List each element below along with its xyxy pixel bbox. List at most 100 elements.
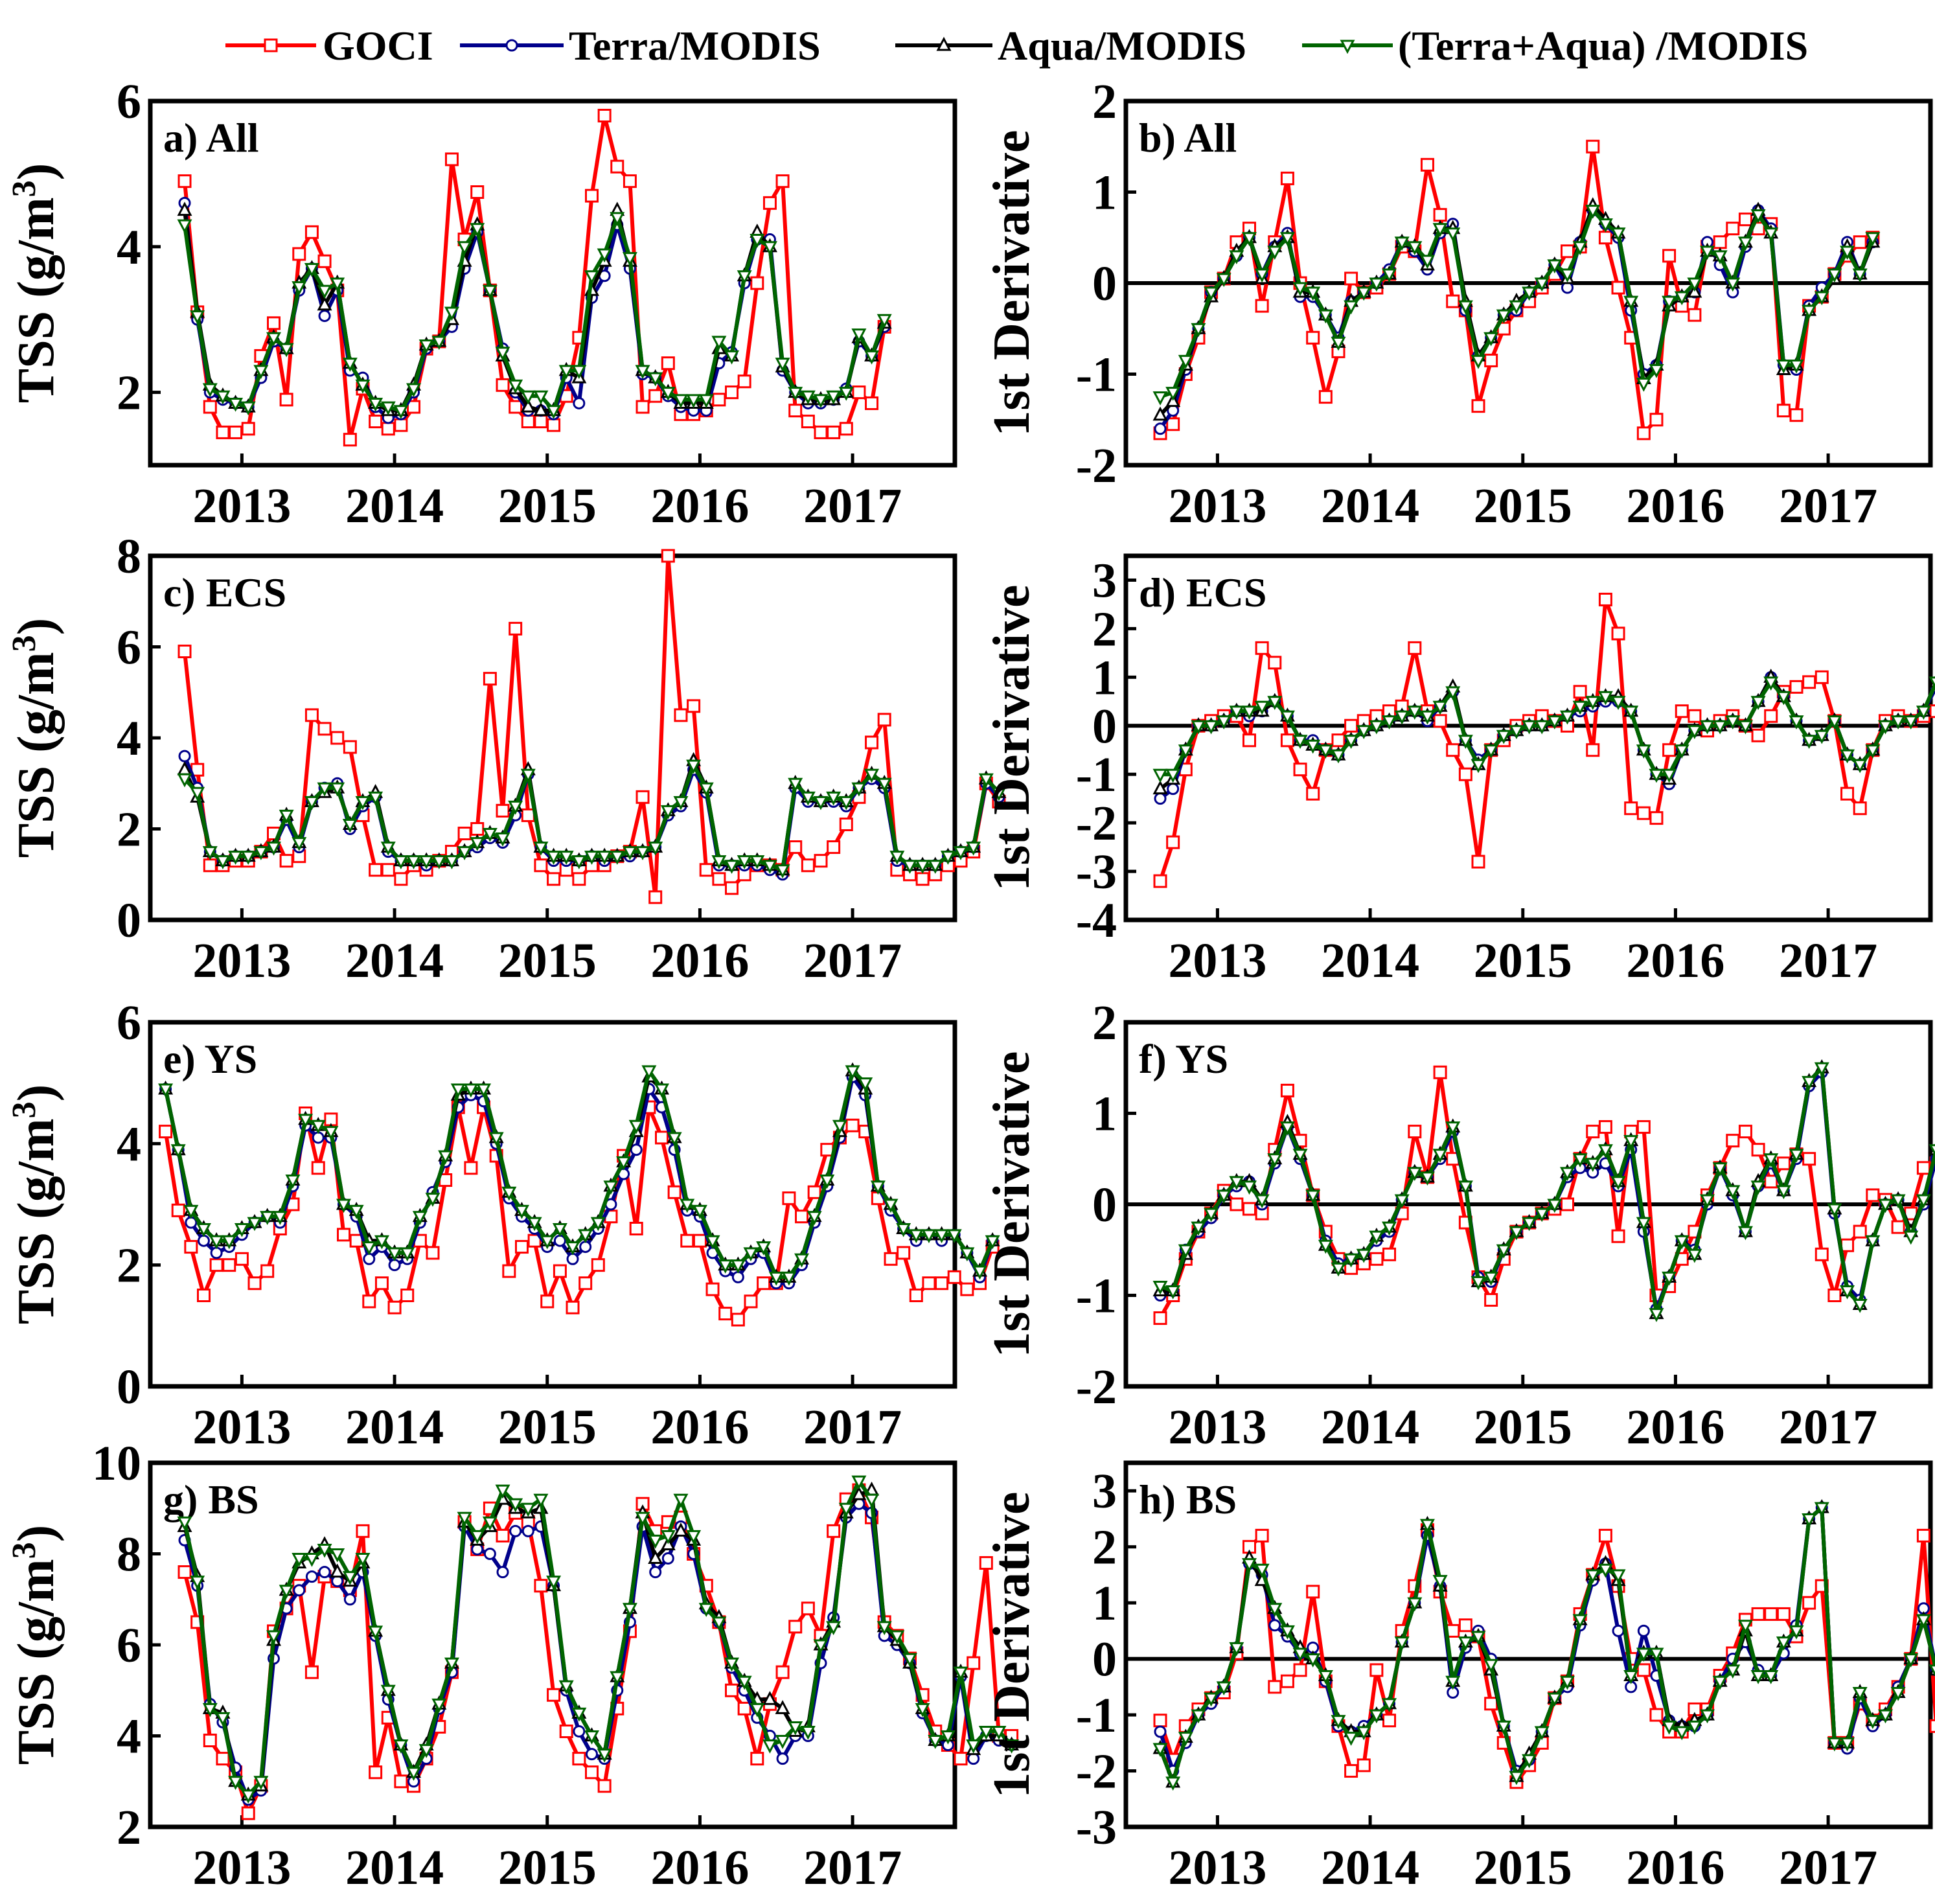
x-tick-label: 2014 xyxy=(345,1400,444,1454)
data-point xyxy=(1204,1692,1219,1707)
data-point xyxy=(648,372,663,387)
data-point xyxy=(814,425,828,439)
data-point xyxy=(826,791,842,806)
data-point xyxy=(406,855,422,869)
data-point xyxy=(1484,1293,1498,1307)
data-point xyxy=(1483,1271,1499,1286)
x-tick-label: 2017 xyxy=(1779,1841,1877,1895)
x-tick-label: 2017 xyxy=(1779,479,1877,533)
data-point xyxy=(838,387,854,401)
data-point xyxy=(1305,286,1321,301)
data-point xyxy=(1688,308,1702,322)
data-point xyxy=(1534,720,1550,735)
data-point xyxy=(1559,1675,1575,1690)
data-point xyxy=(381,863,395,877)
data-point xyxy=(800,791,816,806)
data-point xyxy=(534,1579,548,1593)
data-point xyxy=(1496,1720,1511,1735)
data-point xyxy=(1712,250,1728,265)
data-point xyxy=(1726,1134,1740,1148)
data-point xyxy=(1865,744,1881,759)
data-point xyxy=(1382,1221,1397,1236)
x-tick-label: 2014 xyxy=(345,479,444,533)
data-point xyxy=(940,851,956,865)
data-point xyxy=(558,1680,574,1695)
data-point xyxy=(323,1126,339,1140)
x-tick-label: 2013 xyxy=(1168,479,1266,533)
data-point xyxy=(317,722,332,736)
data-point xyxy=(1154,422,1167,435)
data-point xyxy=(1331,749,1346,764)
legend-marker xyxy=(264,38,278,52)
data-point xyxy=(482,828,498,842)
data-point xyxy=(1292,282,1308,297)
data-point xyxy=(178,750,191,763)
data-point xyxy=(1725,1664,1741,1679)
data-point xyxy=(876,1621,892,1636)
data-point xyxy=(750,1703,765,1717)
data-point xyxy=(698,1603,714,1618)
data-point xyxy=(1280,171,1294,185)
data-point xyxy=(1687,277,1702,292)
y-axis-label-superscript: 3 xyxy=(6,1542,43,1559)
data-point xyxy=(317,1543,332,1558)
data-point xyxy=(1420,157,1434,172)
y-axis-label-end: ) xyxy=(8,1084,65,1102)
data-point xyxy=(845,1065,860,1080)
data-point xyxy=(222,1258,236,1272)
data-point xyxy=(1853,1224,1867,1239)
data-point xyxy=(1776,1636,1791,1651)
y-tick-label: 3 xyxy=(1092,553,1117,608)
data-point xyxy=(464,1161,478,1175)
data-point xyxy=(1356,725,1371,739)
data-point xyxy=(1751,728,1765,742)
data-point xyxy=(1877,1709,1893,1724)
data-point xyxy=(1407,1167,1423,1182)
data-point xyxy=(1344,1253,1359,1268)
plot-frame xyxy=(148,1020,957,1389)
y-axis-label: TSS (g/m3) xyxy=(6,1084,65,1325)
data-point xyxy=(628,1119,644,1134)
data-point xyxy=(1636,744,1651,759)
data-point xyxy=(737,1675,752,1690)
data-point xyxy=(1445,1675,1461,1690)
data-point xyxy=(444,306,459,321)
y-tick-label: -3 xyxy=(1076,1800,1117,1855)
data-point xyxy=(940,1730,956,1745)
data-point xyxy=(1496,1244,1511,1259)
data-point xyxy=(509,1524,522,1537)
data-point xyxy=(1763,1670,1779,1684)
data-point xyxy=(1522,1754,1537,1769)
data-point xyxy=(190,1576,205,1590)
data-point xyxy=(851,1475,867,1490)
data-point xyxy=(1649,811,1664,825)
data-point xyxy=(648,1550,663,1565)
data-point xyxy=(795,1210,809,1224)
data-point xyxy=(967,1656,981,1670)
data-point xyxy=(1522,720,1537,735)
data-point xyxy=(393,405,409,419)
data-point xyxy=(266,332,281,347)
data-point xyxy=(921,1229,937,1244)
data-point xyxy=(1318,1670,1333,1684)
data-point xyxy=(394,418,408,432)
data-point xyxy=(648,842,663,856)
data-point xyxy=(1267,246,1283,260)
data-point xyxy=(1586,743,1600,757)
data-point xyxy=(1153,1714,1167,1728)
data-point xyxy=(521,808,535,822)
data-point xyxy=(1610,696,1626,711)
panel-f: -2 -1 0 1 2 2013 2014 2015 2016 2017 1st Derivativ… xyxy=(983,996,1935,1454)
data-point xyxy=(979,1556,993,1570)
data-point xyxy=(686,1530,702,1544)
data-point xyxy=(1649,1308,1664,1322)
data-point xyxy=(1242,1180,1257,1195)
data-point xyxy=(1433,714,1447,728)
data-point xyxy=(1407,1597,1423,1612)
data-point xyxy=(387,1247,402,1262)
data-point xyxy=(1471,855,1485,869)
y-axis-label-superscript: 3 xyxy=(6,180,43,197)
panel-title: c) ECS xyxy=(163,569,286,615)
data-point xyxy=(1458,1636,1473,1651)
